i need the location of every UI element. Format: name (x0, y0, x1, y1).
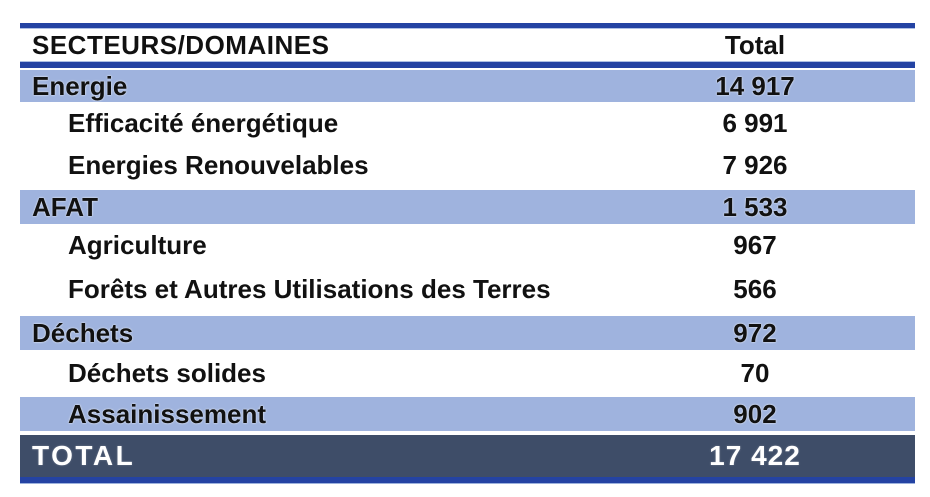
row-value: 566 (733, 273, 777, 304)
row-label: Forêts et Autres Utilisations des Terres (68, 273, 551, 304)
row-value: 972 (733, 317, 777, 348)
table-row: Agriculture 967 (20, 226, 915, 264)
table-row: AFAT 1 533 (20, 188, 915, 226)
row-value: 902 (733, 398, 777, 429)
table-row: TOTAL 17 422 (20, 433, 915, 477)
row-value: 14 917 (715, 70, 795, 101)
row-label: Déchets (32, 317, 134, 348)
table-row: Déchets solides 70 (20, 352, 915, 395)
table-bottom-rule (20, 477, 915, 483)
row-value: 17 422 (709, 440, 801, 471)
header-sectors-domaines: SECTEURS/DOMAINES (32, 29, 330, 60)
table-row: Energie 14 917 (20, 68, 915, 104)
table-row: Efficacité énergétique 6 991 (20, 104, 915, 142)
table-row: Forêts et Autres Utilisations des Terres… (20, 264, 915, 314)
header-total: Total (724, 29, 786, 60)
row-label: Energies Renouvelables (68, 149, 369, 180)
table-header-row: SECTEURS/DOMAINES Total (20, 28, 915, 62)
row-value: 1 533 (722, 191, 788, 222)
table-row: Energies Renouvelables 7 926 (20, 142, 915, 188)
row-value: 70 (740, 358, 770, 388)
row-label: Agriculture (68, 229, 207, 260)
table-rows: Energie 14 917 Efficacité énergétique 6 991… (20, 68, 915, 477)
row-label: TOTAL (32, 440, 136, 471)
row-value: 967 (733, 229, 777, 260)
table-top-rule (20, 23, 915, 28)
row-label: AFAT (32, 191, 98, 222)
row-label: Efficacité énergétique (68, 107, 339, 138)
sectors-totals-table: SECTEURS/DOMAINES Total Energie 14 917 Eff… (20, 23, 915, 483)
row-value: 6 991 (722, 107, 788, 138)
header-bottom-rule (20, 62, 915, 68)
row-label: Déchets solides (68, 358, 266, 388)
table-row: Déchets 972 (20, 314, 915, 352)
row-label: Assainissement (68, 398, 266, 429)
row-value: 7 926 (722, 149, 788, 180)
table-row: Assainissement 902 (20, 395, 915, 433)
row-label: Energie (32, 70, 128, 101)
